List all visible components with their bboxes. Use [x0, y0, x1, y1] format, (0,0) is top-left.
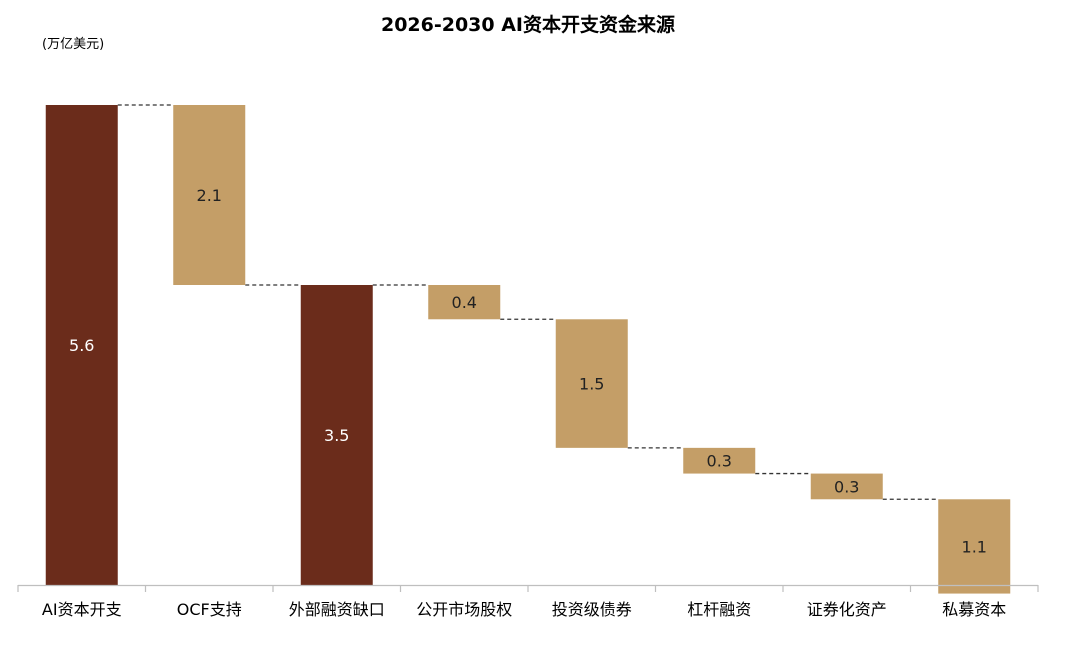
x-tick-label-1: AI资本开支: [42, 600, 122, 619]
bar-2: [173, 105, 246, 285]
chart-title: 2026-2030 AI资本开支资金来源: [381, 13, 675, 36]
unit-label: (万亿美元): [42, 37, 104, 52]
data-label-3: 3.5: [324, 426, 349, 445]
bar-6: [683, 447, 756, 474]
bar-1: [45, 105, 118, 585]
data-label-1: 5.6: [69, 336, 94, 355]
bars-group: 5.6 2.1 3.5 0.4 1.5 0.3 0.3 1.1: [45, 105, 1011, 594]
bar-7: [810, 473, 883, 500]
x-axis: AI资本开支 OCF支持 外部融资缺口 公开市场股权 投资级债券 杠杆融资 证券化资产 私募资…: [17, 584, 1039, 619]
data-label-8: 1.1: [962, 537, 987, 556]
x-tick-label-7: 证券化资产: [807, 600, 887, 619]
x-tick-label-6: 杠杆融资: [687, 600, 751, 619]
bar-3: [300, 285, 373, 585]
data-label-5: 1.5: [579, 375, 604, 394]
data-label-2: 2.1: [197, 186, 222, 205]
x-tick-label-3: 外部融资缺口: [289, 600, 385, 619]
connector-lines: [117, 104, 939, 500]
bar-4: [428, 285, 501, 320]
data-label-4: 0.4: [452, 293, 477, 312]
bar-5: [555, 319, 628, 448]
bar-8: [938, 499, 1011, 594]
x-tick-label-4: 公开市场股权: [416, 600, 512, 619]
x-tick-label-5: 投资级债券: [552, 600, 632, 619]
x-tick-label-8: 私募资本: [942, 600, 1006, 619]
x-tick-label-2: OCF支持: [177, 600, 242, 619]
data-label-7: 0.3: [834, 477, 859, 496]
data-label-6: 0.3: [707, 452, 732, 471]
